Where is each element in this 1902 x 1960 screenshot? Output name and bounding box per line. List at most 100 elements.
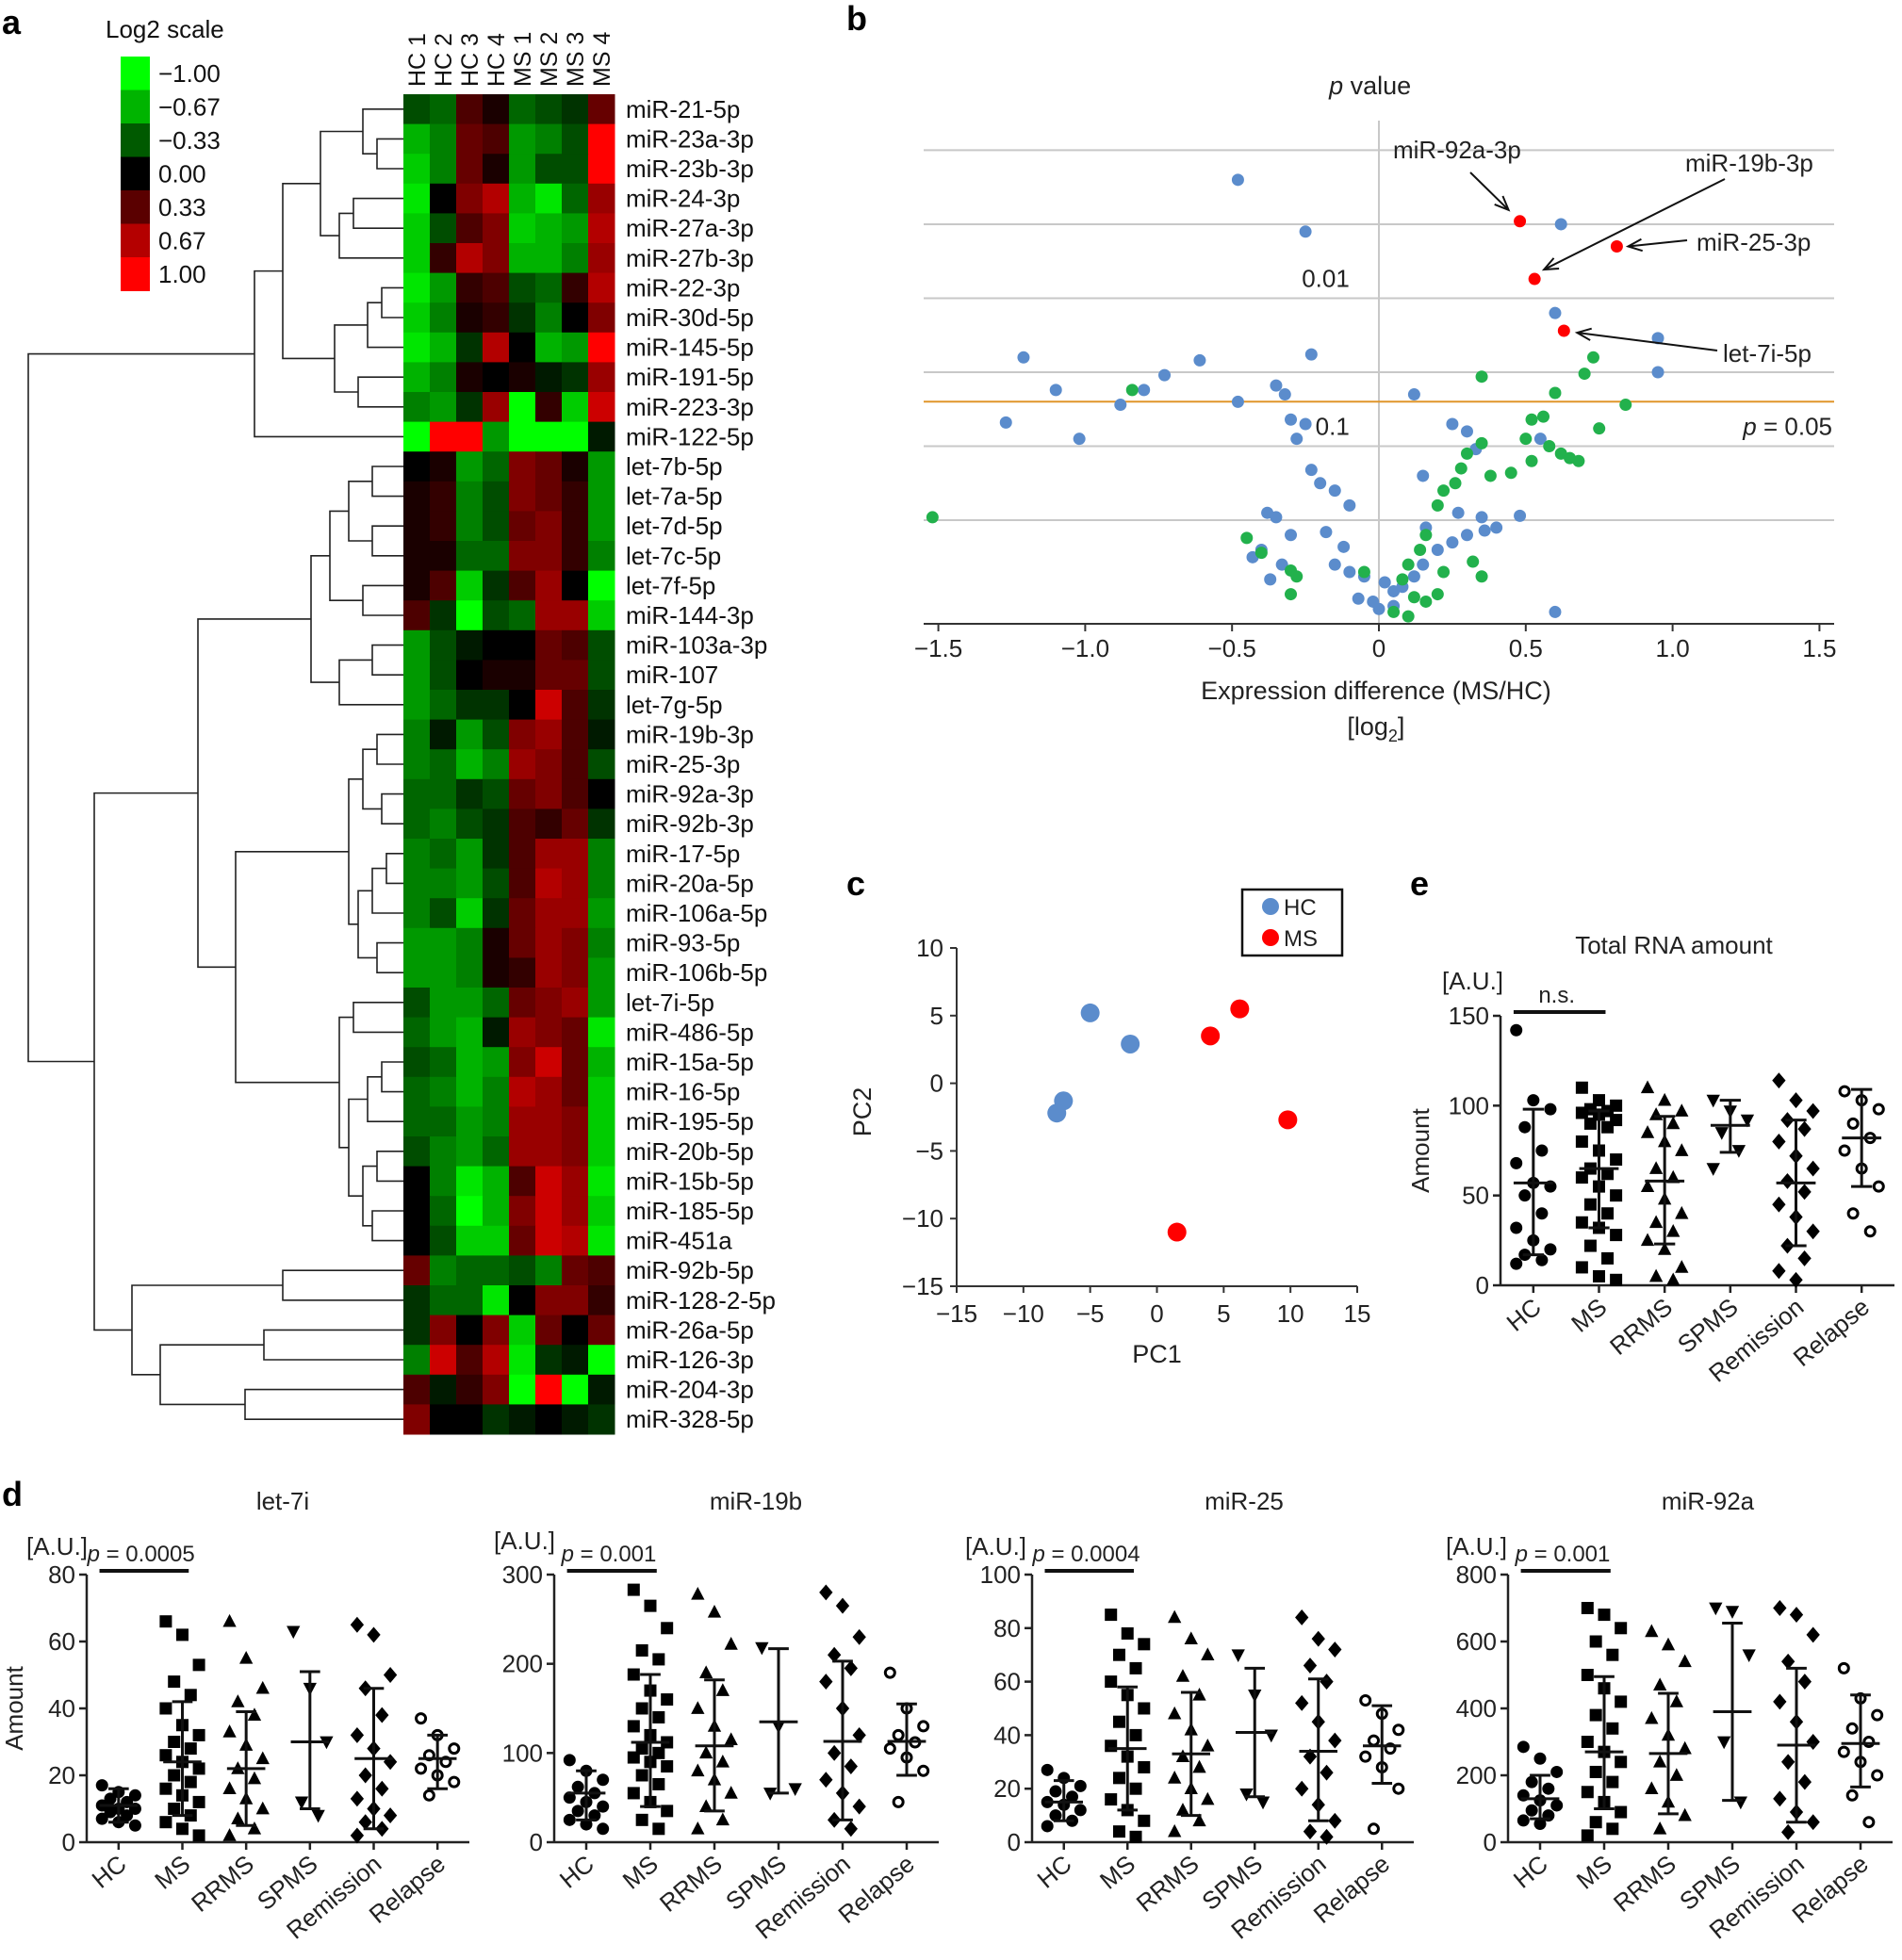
heatmap-cell [588,1285,615,1316]
data-point-square [1121,1626,1134,1640]
heatmap-cell [588,898,615,929]
data-point-circle [1525,1775,1538,1788]
heatmap-column-label: HC 2 [431,33,457,87]
dendrogram-branch [376,733,403,765]
data-point-triangle [1648,1268,1664,1282]
data-point-circle [95,1779,108,1792]
heatmap-cell [535,660,563,691]
data-point-triangle [724,1637,738,1650]
x-tick-label: RRMS [186,1850,259,1918]
data-point-diamond [1797,1184,1812,1200]
heatmap-cell [483,392,510,423]
data-point-triangle-down [1717,1736,1731,1750]
y-tick-label: 60 [993,1668,1021,1696]
data-point-circle-open [892,1795,905,1808]
dendrogram-branch [357,890,377,959]
data-point-square [159,1702,172,1715]
heatmap-cell [588,808,615,840]
heatmap-cell [562,1225,589,1256]
data-point-blue [1372,602,1386,615]
heatmap-cell [483,272,510,303]
dendrogram-branch [329,510,363,601]
heatmap-cell [535,392,563,423]
data-point-green [1475,370,1488,384]
data-point-triangle-down [1255,1796,1271,1810]
heatmap-cell [588,1345,615,1376]
data-point-square [1610,1189,1623,1202]
legend-value: −0.33 [158,126,221,155]
x-tick-label: HC [1508,1850,1553,1894]
data-point-circle [597,1773,610,1787]
significance-label-rest: = 0.001 [574,1542,656,1567]
data-point-square [168,1803,181,1815]
heatmap-cell [562,154,589,185]
heatmap-cell [562,1404,589,1435]
data-point-blue [1049,384,1062,397]
data-point-triangle [222,1613,237,1627]
dendrogram-branch [376,941,403,973]
heatmap-cell [562,1017,589,1048]
heatmap-cell [403,243,431,274]
data-point-circle [1527,1094,1540,1107]
data-point-square [168,1675,181,1689]
heatmap-cell [509,123,536,155]
heatmap-cell [509,541,536,572]
heatmap-cell [562,957,589,988]
threshold-label-rest: = 0.05 [1757,412,1832,440]
dendrogram-branch [385,853,403,885]
dendrogram-branch [367,1076,403,1122]
data-point-square [1129,1782,1142,1795]
heatmap-cell [535,600,563,631]
heatmap-cell [535,362,563,393]
data-point-square [1606,1822,1619,1836]
data-point-ms [1278,1110,1298,1130]
heatmap-cell [588,660,615,691]
heatmap-cell [509,392,536,423]
data-point-circle-open [883,1666,896,1679]
heatmap-cell [430,1345,457,1376]
heatmap-cell [509,808,536,840]
dendrogram-branch [338,1016,353,1149]
data-point-square [168,1736,181,1748]
heatmap-cell [588,600,615,631]
y-axis-label: Amount [1406,1107,1435,1192]
data-point-triangle [1192,1759,1206,1773]
data-point-triangle [255,1801,270,1815]
data-point-circle [1518,1120,1532,1134]
data-point-circle [1550,1765,1564,1778]
heatmap-cell [483,988,510,1019]
data-point-blue [1231,173,1244,187]
heatmap-cell [535,421,563,452]
data-point-square [1583,1198,1597,1211]
data-point-circle-open [883,1742,896,1756]
data-point-circle-open [1846,1117,1860,1130]
heatmap-cell [509,213,536,244]
data-point-square [635,1813,648,1826]
heatmap-cell [535,1285,563,1316]
heatmap-cell [403,719,431,750]
data-point-triangle [691,1701,705,1714]
heatmap-cell [562,600,589,631]
data-point-square [159,1816,172,1829]
heatmap-cell [535,778,563,809]
heatmap-cell [430,988,457,1019]
heatmap-cell [588,690,615,721]
data-point-square [1581,1786,1594,1799]
data-point-square [652,1653,665,1666]
heatmap-cell [588,1047,615,1078]
data-point-blue [1314,477,1327,490]
dendrogram-branch [362,108,403,155]
data-point-diamond [835,1597,850,1614]
data-point-triangle [1669,1768,1683,1781]
heatmap-cell [535,1345,563,1376]
heatmap-cell [430,690,457,721]
heatmap-row-label: miR-106a-5p [626,899,767,927]
heatmap-cell [509,332,536,363]
dendrogram-branch [348,778,363,925]
heatmap-cell [588,541,615,572]
data-point-triangle [724,1732,738,1745]
heatmap-cell [535,957,563,988]
